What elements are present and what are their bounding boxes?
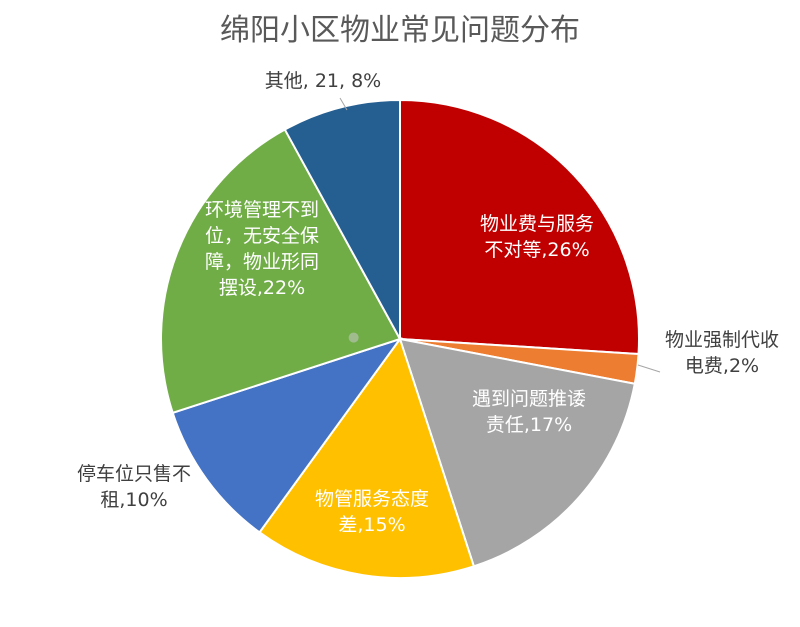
- chart-title: 绵阳小区物业常见问题分布: [220, 13, 580, 48]
- slice-label: 停车位只售不租,10%: [77, 463, 191, 511]
- slice-labels: 物业费与服务不对等,26% 物业强制代收电费,2% 遇到问题推诿责任,17% 物管服务…: [77, 70, 779, 536]
- slice-label-line: 物业强制代收: [665, 329, 779, 351]
- slice-label: 物业费与服务不对等,26%: [480, 213, 594, 261]
- slice-label-line: 其他, 21, 8%: [265, 70, 381, 92]
- pie-slices: [160, 98, 640, 580]
- slice-label: 物业强制代收电费,2%: [665, 329, 779, 377]
- pie-slice: [258, 336, 476, 580]
- slice-label-line: 环境管理不到: [205, 199, 319, 221]
- slice-label-line: 租,10%: [100, 489, 167, 511]
- slice-label: 遇到问题推诿责任,17%: [472, 388, 586, 436]
- watermark: ●: [348, 330, 360, 345]
- slice-label-line: 责任,17%: [486, 414, 572, 436]
- slice-label-line: 不对等,26%: [484, 239, 589, 261]
- pie-slice: [160, 128, 402, 415]
- slice-label-line: 摆设,22%: [219, 277, 305, 299]
- leader-line: [339, 97, 348, 111]
- slice-label-line: 位，无安全保: [205, 225, 319, 247]
- pie-slice: [399, 98, 640, 356]
- slice-label-line: 差,15%: [338, 514, 405, 536]
- slice-label-line: 停车位只售不: [77, 463, 191, 485]
- leader-line: [637, 364, 661, 373]
- slice-label-line: 电费,2%: [685, 355, 759, 377]
- slice-label-line: 障，物业形同: [205, 251, 319, 273]
- slice-label: 其他, 21, 8%: [265, 70, 381, 92]
- slice-label-line: 物管服务态度: [315, 488, 429, 510]
- slice-label: 环境管理不到位，无安全保障，物业形同摆设,22%: [205, 199, 319, 299]
- pie-slice: [283, 98, 401, 340]
- slice-label-line: 物业费与服务: [480, 213, 594, 235]
- slice-label-line: 遇到问题推诿: [472, 388, 586, 410]
- pie-slice: [398, 337, 636, 568]
- slice-label: 物管服务态度差,15%: [315, 488, 429, 536]
- pie-slice: [171, 337, 403, 534]
